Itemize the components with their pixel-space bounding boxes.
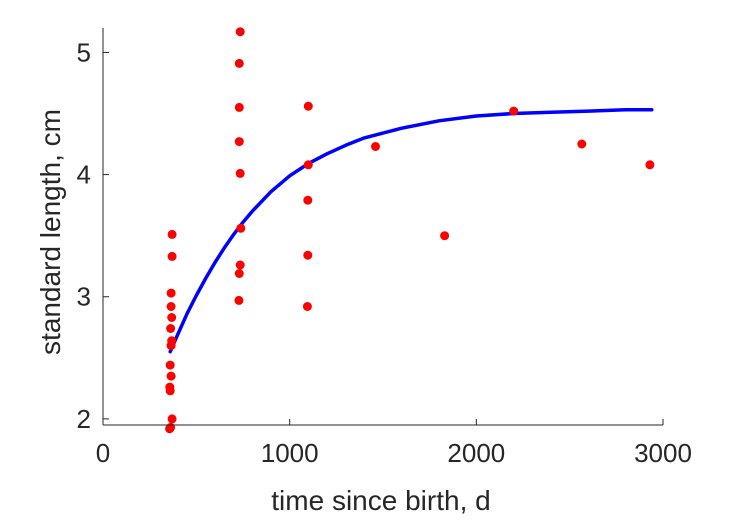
x-tick-label: 1000: [261, 438, 319, 468]
data-point: [236, 223, 246, 233]
data-point: [577, 139, 587, 149]
data-point: [166, 288, 176, 298]
data-point: [166, 302, 176, 311]
y-tick-label: 2: [77, 404, 91, 434]
data-point: [235, 27, 245, 37]
data-point: [234, 295, 244, 305]
y-tick-label: 3: [77, 282, 91, 312]
data-point: [166, 324, 176, 333]
y-tick-label: 5: [77, 37, 91, 67]
data-point: [234, 58, 244, 68]
data-point: [234, 137, 244, 147]
data-point: [166, 371, 176, 381]
data-point: [303, 160, 313, 170]
data-point: [235, 168, 245, 178]
x-axis-title: time since birth, d: [271, 485, 490, 516]
data-point: [440, 231, 450, 241]
data-point: [167, 414, 177, 424]
data-point: [509, 106, 519, 116]
x-tick-label: 0: [96, 438, 110, 468]
data-point: [303, 101, 313, 111]
data-point: [302, 302, 312, 311]
x-ticks: 0 1000 2000 3000: [96, 419, 692, 468]
y-ticks: 2 3 4 5: [77, 37, 109, 434]
plot-area: [165, 27, 655, 434]
data-point: [167, 251, 177, 261]
y-axis-title: standard length, cm: [35, 109, 66, 355]
data-point: [167, 229, 177, 239]
data-point: [167, 313, 177, 322]
x-tick-label: 2000: [447, 438, 505, 468]
data-point: [303, 195, 313, 205]
data-point: [165, 424, 175, 434]
data-point: [234, 102, 244, 112]
axes: 0 1000 2000 3000 2 3 4 5: [77, 28, 692, 468]
data-point: [303, 250, 313, 260]
data-point: [371, 142, 380, 151]
data-point: [235, 260, 245, 270]
x-tick-label: 3000: [634, 438, 692, 468]
data-point: [165, 386, 175, 396]
data-point: [645, 160, 655, 170]
y-tick-label: 4: [77, 160, 91, 190]
data-point: [234, 269, 244, 278]
data-point: [165, 360, 175, 370]
data-point: [166, 341, 176, 351]
